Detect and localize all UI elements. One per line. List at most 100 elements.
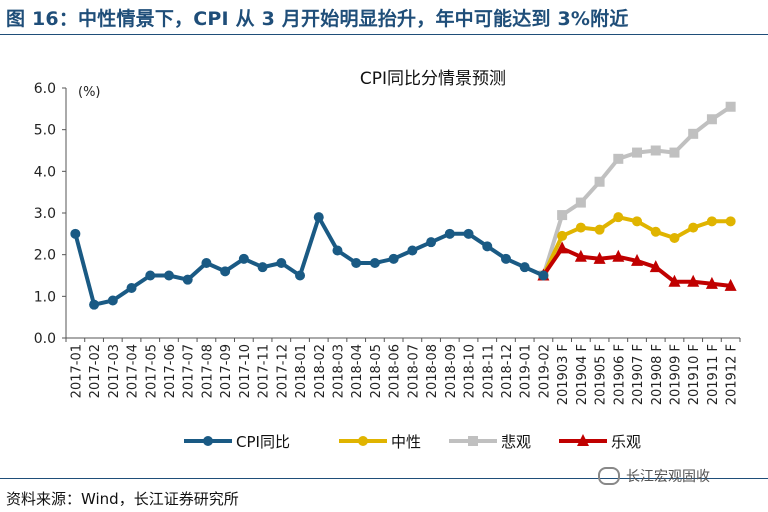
wechat-icon [598, 467, 620, 485]
data-point-中性 [706, 216, 717, 227]
x-tick-label: 2017-08 [200, 344, 215, 398]
data-point-CPI同比 [519, 262, 530, 273]
series-line-悲观 [541, 105, 732, 277]
x-tick-label: 2017-05 [144, 344, 159, 398]
data-point-中性 [632, 216, 643, 227]
figure-title: 图 16：中性情景下，CPI 从 3 月开始明显抬升，年中可能达到 3%附近 [6, 8, 629, 30]
data-point-悲观 [594, 176, 605, 187]
x-tick-label: 2017-02 [88, 344, 103, 398]
x-tick-label: 201905 F [594, 344, 609, 405]
x-tick-label: 2017-04 [126, 344, 141, 398]
data-point-悲观 [650, 145, 661, 156]
data-point-CPI同比 [257, 262, 268, 273]
x-tick-label: 2018-04 [350, 344, 365, 398]
data-point-CPI同比 [351, 258, 362, 268]
data-point-CPI同比 [126, 283, 137, 293]
x-tick-label: 2018-08 [425, 344, 440, 398]
data-point-CPI同比 [313, 212, 324, 223]
watermark: 长江宏观固收 [598, 466, 710, 486]
y-tick-label: 1.0 [34, 289, 56, 305]
y-tick-label: 0.0 [34, 331, 56, 347]
data-point-悲观 [706, 114, 717, 125]
data-point-CPI同比 [70, 228, 81, 239]
data-point-乐观 [649, 260, 662, 273]
data-point-CPI同比 [369, 258, 380, 268]
y-tick-label: 5.0 [34, 123, 56, 139]
data-point-CPI同比 [500, 253, 511, 264]
y-tick-label: 6.0 [34, 81, 56, 97]
legend-label: 乐观 [611, 433, 641, 451]
source-note: 资料来源：Wind，长江证券研究所 [6, 490, 239, 508]
x-tick-label: 201912 F [725, 344, 740, 405]
data-point-CPI同比 [482, 241, 493, 252]
x-tick-label: 2018-11 [481, 344, 496, 398]
data-point-悲观 [557, 210, 568, 221]
footer-rule [0, 478, 768, 479]
data-point-乐观 [612, 249, 625, 262]
data-point-乐观 [724, 278, 737, 291]
x-tick-label: 2019-01 [519, 344, 534, 398]
x-tick-label: 2017-07 [182, 344, 197, 398]
x-tick-label: 2018-10 [463, 344, 478, 398]
data-point-CPI同比 [238, 253, 249, 264]
data-point-中性 [557, 230, 568, 241]
data-point-悲观 [632, 147, 643, 158]
x-tick-label: 2018-09 [444, 344, 459, 398]
data-point-CPI同比 [201, 258, 212, 268]
data-point-CPI同比 [145, 270, 156, 281]
data-point-CPI同比 [182, 274, 193, 285]
y-tick-label: 4.0 [34, 164, 56, 180]
data-point-乐观 [631, 253, 644, 266]
data-point-CPI同比 [203, 436, 213, 446]
x-tick-label: 2018-07 [406, 344, 421, 398]
data-point-悲观 [575, 197, 586, 208]
data-point-CPI同比 [332, 245, 343, 256]
x-tick-label: 201909 F [668, 344, 683, 405]
data-point-中性 [613, 212, 624, 223]
data-point-悲观 [468, 436, 478, 446]
x-tick-label: 2018-12 [500, 344, 515, 398]
x-tick-label: 201904 F [575, 344, 590, 405]
data-point-CPI同比 [89, 299, 100, 310]
cpi-line-chart: CPI同比分情景预测 (%) 0.0 1.0 2.0 3.0 4.0 5.0 6.0 2017-0… [34, 69, 741, 451]
data-point-CPI同比 [163, 270, 174, 281]
title-rule [0, 34, 768, 35]
data-point-乐观 [593, 251, 606, 264]
x-tick-label: 2018-05 [369, 344, 384, 398]
data-point-中性 [650, 226, 661, 237]
x-tick-label: 201907 F [631, 344, 646, 405]
data-point-CPI同比 [407, 245, 418, 256]
x-tick-label: 2017-09 [219, 344, 234, 398]
data-point-CPI同比 [388, 253, 399, 264]
x-tick-label: 2017-06 [163, 344, 178, 398]
legend-label: 悲观 [501, 433, 531, 451]
data-point-CPI同比 [295, 270, 306, 281]
data-point-CPI同比 [276, 258, 287, 268]
x-tick-label: 201910 F [687, 344, 702, 405]
x-tick-label: 2017-11 [257, 344, 272, 398]
data-point-CPI同比 [538, 270, 549, 281]
x-tick-label: 2017-03 [107, 344, 122, 398]
data-point-CPI同比 [444, 228, 455, 239]
data-point-中性 [725, 216, 736, 227]
data-point-中性 [594, 224, 605, 235]
data-point-中性 [358, 436, 368, 446]
x-tick-label: 2019-02 [537, 344, 552, 398]
x-tick-label: 201903 F [556, 344, 571, 405]
x-tick-label: 2018-06 [388, 344, 403, 398]
data-point-中性 [575, 222, 586, 233]
y-axis-unit: (%) [78, 85, 101, 100]
data-point-CPI同比 [426, 237, 437, 248]
data-point-悲观 [613, 153, 624, 164]
x-tick-label: 2018-03 [331, 344, 346, 398]
x-tick-label: 2017-10 [238, 344, 253, 398]
x-tick-label: 2018-02 [313, 344, 328, 398]
data-point-悲观 [725, 101, 736, 112]
x-tick-label: 2017-01 [69, 344, 84, 398]
data-point-中性 [669, 233, 680, 243]
data-point-中性 [688, 222, 699, 233]
data-point-乐观 [705, 276, 718, 289]
data-point-乐观 [687, 274, 700, 287]
data-point-CPI同比 [107, 295, 118, 306]
watermark-text: 长江宏观固收 [626, 469, 710, 485]
